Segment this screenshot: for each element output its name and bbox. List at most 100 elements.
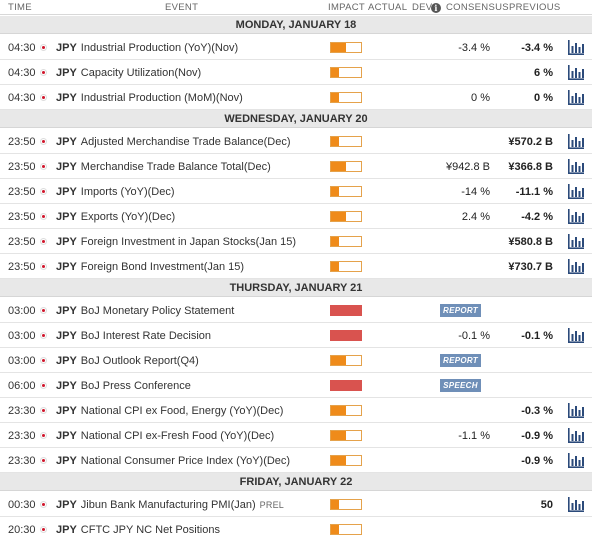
impact-fill [331,68,339,77]
info-icon[interactable]: i [431,3,441,13]
event-time: 23:30 [8,405,36,417]
event-name[interactable]: JPY Capacity Utilization(Nov) [56,67,201,79]
event-name[interactable]: JPY National Consumer Price Index (YoY)(D… [56,455,290,467]
event-row[interactable]: 00:30 JPY Jibun Bank Manufacturing PMI(Jan… [0,492,592,517]
event-title: BoJ Press Conference [80,380,191,392]
event-name[interactable]: JPY Foreign Bond Investment(Jan 15) [56,261,244,273]
event-row[interactable]: 04:30 JPY Capacity Utilization(Nov) 6 % [0,60,592,85]
impact-indicator [330,136,362,147]
event-title: BoJ Interest Rate Decision [80,330,212,342]
bar-chart-icon[interactable] [567,259,584,274]
event-name[interactable]: JPY National CPI ex-Fresh Food (YoY)(Dec) [56,430,274,442]
japan-flag-icon [40,138,47,145]
event-row[interactable]: 04:30 JPY Industrial Production (MoM)(Nov)… [0,85,592,110]
impact-fill [331,43,346,52]
impact-indicator [330,430,362,441]
previous-value: -0.9 % [521,455,553,467]
event-name[interactable]: JPY Foreign Investment in Japan Stocks(Ja… [56,236,296,248]
event-time: 03:00 [8,330,36,342]
bar-chart-icon[interactable] [567,65,584,80]
bar-chart-icon[interactable] [567,159,584,174]
column-header-event[interactable]: EVENT [165,2,199,13]
impact-indicator [330,499,362,510]
consensus-value: 0 % [471,92,490,104]
impact-indicator [330,92,362,103]
event-time: 03:00 [8,355,36,367]
event-name[interactable]: JPY Exports (YoY)(Dec) [56,211,175,223]
event-name[interactable]: JPY National CPI ex Food, Energy (YoY)(De… [56,405,283,417]
japan-flag-icon [40,163,47,170]
consensus-value: -3.4 % [458,42,490,54]
event-name[interactable]: JPY Merchandise Trade Balance Total(Dec) [56,161,271,173]
event-currency: JPY [56,67,77,79]
event-title: Capacity Utilization(Nov) [80,67,202,79]
impact-indicator [330,405,362,416]
event-name[interactable]: JPY BoJ Outlook Report(Q4) [56,355,199,367]
event-row[interactable]: 23:50 JPY Exports (YoY)(Dec) 2.4 % -4.2 % [0,204,592,229]
event-name[interactable]: JPY Industrial Production (YoY)(Nov) [56,42,238,54]
event-time: 23:50 [8,161,36,173]
event-currency: JPY [56,305,77,317]
report-badge[interactable]: REPORT [440,354,481,367]
event-row[interactable]: 23:30 JPY National Consumer Price Index (Y… [0,448,592,473]
event-name[interactable]: JPY BoJ Interest Rate Decision [56,330,211,342]
bar-chart-icon[interactable] [567,90,584,105]
event-row[interactable]: 23:30 JPY National CPI ex Food, Energy (Yo… [0,398,592,423]
event-name[interactable]: JPY BoJ Press Conference [56,380,191,392]
column-header-impact[interactable]: IMPACT [328,2,365,13]
event-row[interactable]: 23:50 JPY Merchandise Trade Balance Total(… [0,154,592,179]
column-header-previous[interactable]: PREVIOUS [509,2,561,13]
event-row[interactable]: 04:30 JPY Industrial Production (YoY)(Nov)… [0,35,592,60]
column-header-time[interactable]: TIME [8,2,32,13]
bar-chart-icon[interactable] [567,428,584,443]
impact-fill [331,262,339,271]
date-separator: WEDNESDAY, JANUARY 20 [0,110,592,128]
event-time: 20:30 [8,524,36,536]
impact-fill [331,306,361,315]
bar-chart-icon[interactable] [567,234,584,249]
japan-flag-icon [40,307,47,314]
japan-flag-icon [40,501,47,508]
speech-badge[interactable]: SPEECH [440,379,481,392]
column-header-consensus[interactable]: CONSENSUS [446,2,509,13]
previous-value: -3.4 % [521,42,553,54]
event-row[interactable]: 20:30 JPY CFTC JPY NC Net Positions [0,517,592,539]
event-name[interactable]: JPY Jibun Bank Manufacturing PMI(Jan) PREL [56,499,284,511]
impact-fill [331,431,346,440]
japan-flag-icon [40,94,47,101]
bar-chart-icon[interactable] [567,453,584,468]
event-name[interactable]: JPY Industrial Production (MoM)(Nov) [56,92,243,104]
bar-chart-icon[interactable] [567,403,584,418]
previous-value: -0.1 % [521,330,553,342]
impact-fill [331,456,346,465]
report-badge[interactable]: REPORT [440,304,481,317]
event-row[interactable]: 03:00 JPY BoJ Outlook Report(Q4) REPORT [0,348,592,373]
event-time: 23:30 [8,430,36,442]
bar-chart-icon[interactable] [567,328,584,343]
event-name[interactable]: JPY CFTC JPY NC Net Positions [56,524,220,536]
column-header-dev[interactable]: DEV [412,2,433,13]
consensus-value: -0.1 % [458,330,490,342]
date-separator: THURSDAY, JANUARY 21 [0,279,592,297]
event-row[interactable]: 03:00 JPY BoJ Monetary Policy Statement REP… [0,298,592,323]
event-name[interactable]: JPY Imports (YoY)(Dec) [56,186,175,198]
bar-chart-icon[interactable] [567,209,584,224]
event-row[interactable]: 23:50 JPY Foreign Bond Investment(Jan 15) ¥… [0,254,592,279]
event-row[interactable]: 23:50 JPY Adjusted Merchandise Trade Balan… [0,129,592,154]
column-header-actual[interactable]: ACTUAL [368,2,408,13]
bar-chart-icon[interactable] [567,40,584,55]
impact-indicator [330,161,362,172]
event-row[interactable]: 23:50 JPY Foreign Investment in Japan Stoc… [0,229,592,254]
previous-value: 50 [540,499,553,511]
bar-chart-icon[interactable] [567,497,584,512]
bar-chart-icon[interactable] [567,134,584,149]
event-name[interactable]: JPY BoJ Monetary Policy Statement [56,305,234,317]
event-row[interactable]: 06:00 JPY BoJ Press Conference SPEECH [0,373,592,398]
event-row[interactable]: 23:50 JPY Imports (YoY)(Dec) -14 % -11.1 % [0,179,592,204]
impact-fill [331,406,346,415]
event-row[interactable]: 03:00 JPY BoJ Interest Rate Decision -0.1 %… [0,323,592,348]
bar-chart-icon[interactable] [567,184,584,199]
event-title: Foreign Investment in Japan Stocks(Jan 1… [80,236,297,248]
event-row[interactable]: 23:30 JPY National CPI ex-Fresh Food (YoY)… [0,423,592,448]
event-name[interactable]: JPY Adjusted Merchandise Trade Balance(De… [56,136,291,148]
